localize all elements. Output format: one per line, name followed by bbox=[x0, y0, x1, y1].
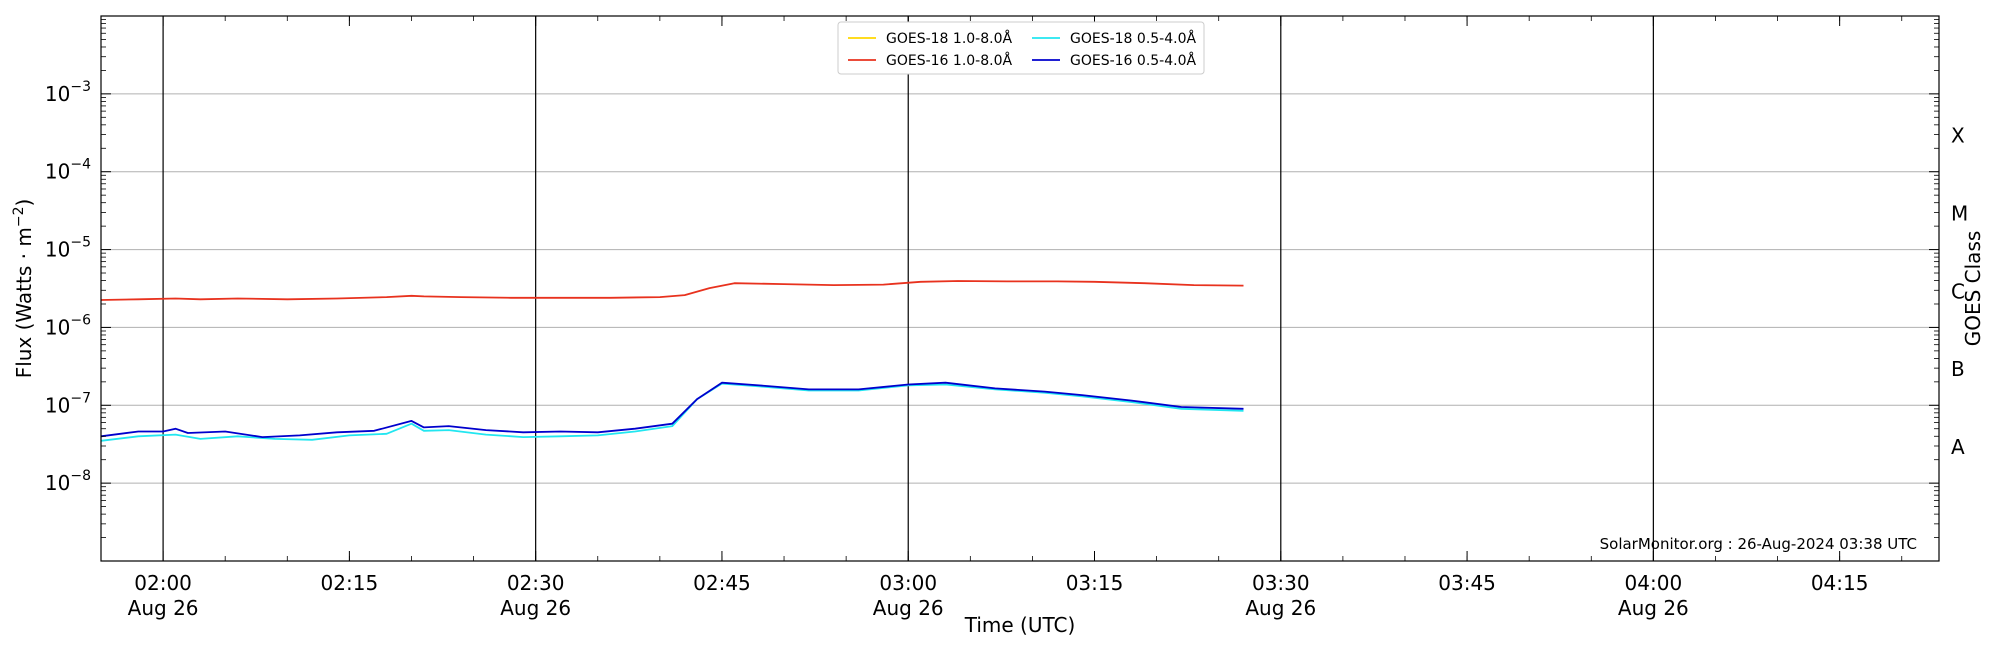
x-tick-date-label: Aug 26 bbox=[500, 596, 571, 620]
legend-label: GOES-18 0.5-4.0Å bbox=[1070, 30, 1196, 47]
y-tick-exponent: −3 bbox=[70, 79, 91, 95]
y-tick-label: 10−7 bbox=[45, 390, 91, 417]
x-tick-label: 04:00 bbox=[1625, 571, 1683, 595]
y-tick-label: 10−3 bbox=[45, 79, 91, 106]
goes-class-labels: A B C M X bbox=[1951, 124, 1968, 459]
legend-box bbox=[837, 21, 1205, 75]
x-tick-label: 02:45 bbox=[693, 571, 751, 595]
x-tick-date-label: Aug 26 bbox=[1618, 596, 1689, 620]
legend-label: GOES-16 1.0-8.0Å bbox=[886, 52, 1012, 69]
x-tick-label: 03:15 bbox=[1066, 571, 1124, 595]
y-tick-exponent: −6 bbox=[70, 312, 91, 328]
y-tick-base: 10 bbox=[45, 315, 70, 339]
x-tick-label: 03:30 bbox=[1252, 571, 1310, 595]
y-tick-base: 10 bbox=[45, 471, 70, 495]
legend-label: GOES-16 0.5-4.0Å bbox=[1070, 52, 1196, 69]
y-tick-exponent: −8 bbox=[70, 468, 91, 484]
legend: GOES-18 1.0-8.0Å GOES-16 1.0-8.0Å GOES-18 … bbox=[837, 21, 1205, 75]
goes-class-label: X bbox=[1951, 124, 1965, 148]
goes-class-label: A bbox=[1951, 435, 1965, 459]
day-marker-lines bbox=[162, 16, 1654, 561]
right-axis-title: GOES Class bbox=[1961, 231, 1985, 347]
y-tick-label: 10−4 bbox=[45, 157, 91, 184]
x-tick-label: 04:15 bbox=[1811, 571, 1869, 595]
y-tick-label: 10−5 bbox=[45, 235, 91, 262]
series-line bbox=[100, 280, 1244, 301]
y-tick-base: 10 bbox=[45, 82, 70, 106]
x-tick-date-label: Aug 26 bbox=[128, 596, 199, 620]
y-tick-label: 10−6 bbox=[45, 312, 91, 339]
x-tick-label: 02:00 bbox=[134, 571, 192, 595]
y-axis-title: Flux (Watts · m−2) bbox=[11, 199, 36, 379]
grid-lines bbox=[101, 93, 1939, 484]
y-tick-base: 10 bbox=[45, 238, 70, 262]
y-tick-exponent: −5 bbox=[70, 235, 91, 251]
legend-label: GOES-18 1.0-8.0Å bbox=[886, 30, 1012, 47]
goes-class-label: B bbox=[1951, 357, 1965, 381]
x-tick-date-label: Aug 26 bbox=[873, 596, 944, 620]
plot-frame bbox=[100, 15, 1940, 562]
x-tick-label: 03:45 bbox=[1438, 571, 1496, 595]
y-tick-base: 10 bbox=[45, 393, 70, 417]
x-tick-date-label: Aug 26 bbox=[1245, 596, 1316, 620]
series-line bbox=[100, 382, 1244, 442]
y-tick-exponent: −4 bbox=[70, 157, 91, 173]
x-tick-label: 02:15 bbox=[321, 571, 379, 595]
y-tick-label: 10−8 bbox=[45, 468, 91, 495]
x-tick-label: 03:00 bbox=[879, 571, 937, 595]
y-tick-base: 10 bbox=[45, 160, 70, 184]
goes-class-label: C bbox=[1951, 279, 1965, 303]
goes-class-label: M bbox=[1951, 201, 1968, 225]
credit-text: SolarMonitor.org : 26-Aug-2024 03:38 UTC bbox=[1600, 535, 1917, 553]
x-axis-title: Time (UTC) bbox=[964, 613, 1076, 637]
series-line bbox=[100, 381, 1244, 439]
y-axis-ticks: 10−810−710−610−510−410−3 bbox=[45, 15, 1939, 562]
x-tick-label: 02:30 bbox=[507, 571, 565, 595]
flux-series bbox=[100, 280, 1244, 442]
y-tick-exponent: −7 bbox=[70, 390, 91, 406]
